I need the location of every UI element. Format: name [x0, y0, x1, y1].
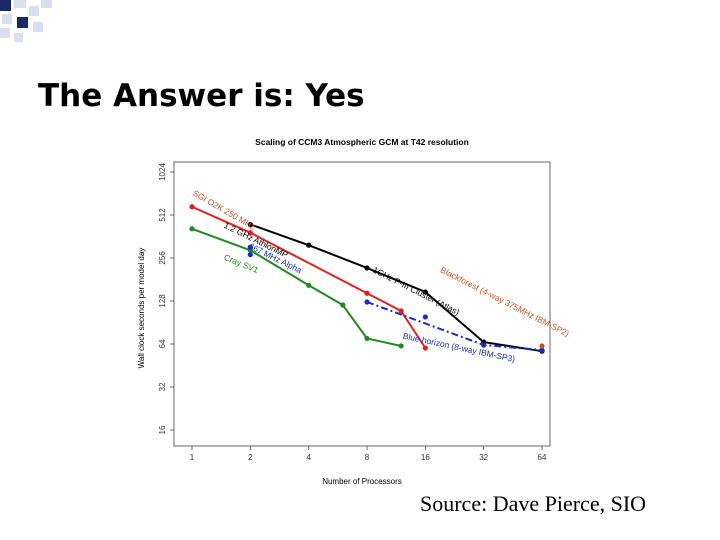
- decor-square: [14, 0, 26, 8]
- y-tick-label: 256: [158, 251, 167, 265]
- series-annotation: Blue horizon (8-way IBM-SP3): [402, 331, 516, 365]
- x-tick-label: 2: [248, 453, 253, 462]
- data-point-red: [398, 308, 404, 314]
- data-point-red: [247, 230, 253, 236]
- decor-square: [14, 33, 23, 42]
- data-point-green: [398, 343, 404, 349]
- data-point-black: [364, 265, 370, 271]
- chart-title: Scaling of CCM3 Atmospheric GCM at T42 r…: [255, 137, 469, 147]
- decor-square: [29, 6, 39, 16]
- x-tick-label: 8: [365, 453, 370, 462]
- data-point-black: [422, 289, 428, 295]
- data-point-blue: [364, 299, 370, 305]
- slide-title: The Answer is: Yes: [38, 78, 365, 114]
- data-point-red: [189, 204, 195, 210]
- x-tick-label: 1: [190, 453, 195, 462]
- y-tick-label: 32: [158, 382, 167, 391]
- decor-square: [0, 28, 10, 38]
- series-annotation: Cray SV1: [223, 252, 261, 275]
- data-point-blue: [539, 347, 545, 353]
- data-point-extra: [247, 252, 253, 258]
- decor-square: [17, 17, 28, 28]
- data-point-green: [306, 282, 312, 288]
- decor-square: [0, 0, 11, 11]
- decor-square: [2, 14, 12, 24]
- source-credit: Source: Dave Pierce, SIO: [420, 491, 647, 516]
- y-tick-label: 1024: [158, 163, 167, 181]
- data-point-black: [247, 221, 253, 228]
- data-point-red: [422, 345, 428, 351]
- decor-square: [41, 0, 52, 8]
- y-tick-label: 512: [158, 208, 167, 222]
- series-line-black: [249, 223, 543, 353]
- x-tick-label: 64: [538, 453, 547, 462]
- decor-square: [33, 22, 43, 32]
- data-point-red: [364, 290, 370, 296]
- data-point-extra: [539, 343, 545, 349]
- data-point-green: [340, 302, 346, 308]
- y-tick-label: 128: [158, 294, 167, 308]
- x-tick-label: 32: [479, 453, 488, 462]
- data-point-green: [364, 335, 370, 342]
- data-point-green: [189, 226, 195, 232]
- series-line-green: [191, 227, 402, 347]
- data-point-extra: [422, 314, 428, 320]
- data-point-blue: [481, 342, 487, 348]
- x-tick-label: 4: [306, 453, 311, 462]
- x-axis-label: Number of Processors: [322, 477, 402, 486]
- y-tick-label: 64: [158, 339, 167, 348]
- plot-frame: [173, 161, 551, 447]
- y-axis-label: Wall clock seconds per model day: [137, 248, 146, 369]
- data-point-extra: [247, 244, 253, 250]
- y-tick-label: 16: [158, 425, 167, 434]
- data-point-black: [306, 242, 312, 248]
- x-tick-label: 16: [421, 453, 430, 462]
